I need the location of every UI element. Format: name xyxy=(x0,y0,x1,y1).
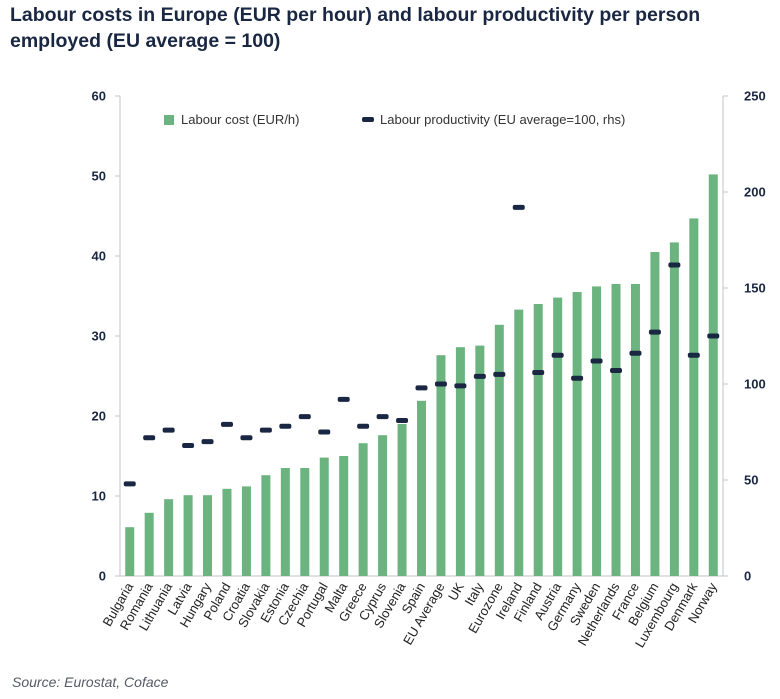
right-tick-label: 150 xyxy=(744,281,766,296)
marker-cyprus xyxy=(376,414,389,420)
bar-cyprus xyxy=(378,435,388,576)
marker-uk xyxy=(454,383,467,389)
bar-germany xyxy=(572,292,582,576)
bar-estonia xyxy=(280,468,290,576)
right-tick-label: 0 xyxy=(744,569,751,584)
marker-luxembourg xyxy=(668,262,681,268)
bar-latvia xyxy=(183,495,193,576)
marker-germany xyxy=(571,375,584,381)
left-tick-label: 60 xyxy=(92,89,106,104)
marker-sweden xyxy=(590,358,603,364)
bar-austria xyxy=(553,297,563,576)
bar-uk xyxy=(455,347,465,576)
bar-portugal xyxy=(319,457,329,576)
category-labels: BulgariaRomaniaLithuaniaLatviaHungaryPol… xyxy=(99,579,720,650)
bar-ireland xyxy=(514,309,524,576)
bar-france xyxy=(630,284,640,576)
legend-swatch-marker xyxy=(362,117,374,122)
marker-slovenia xyxy=(396,417,409,423)
axes: 0 10 20 30 40 50 60 0 50 100 150 200 250 xyxy=(92,89,766,584)
legend-label-labour-cost: Labour cost (EUR/h) xyxy=(181,112,300,127)
marker-series xyxy=(123,204,720,487)
bar-malta xyxy=(339,456,349,576)
bar-belgium xyxy=(650,252,660,576)
bar-poland xyxy=(222,488,232,576)
bar-norway xyxy=(708,174,718,576)
bar-denmark xyxy=(689,218,699,576)
marker-slovakia xyxy=(259,427,272,433)
marker-eurozone xyxy=(493,371,506,377)
marker-eu-average xyxy=(434,381,447,387)
bar-luxembourg xyxy=(669,242,679,576)
bar-hungary xyxy=(203,495,213,576)
marker-austria xyxy=(551,352,564,358)
right-tick-label: 50 xyxy=(744,473,758,488)
marker-romania xyxy=(143,435,156,441)
bar-slovakia xyxy=(261,475,271,576)
marker-bulgaria xyxy=(123,481,136,487)
marker-denmark xyxy=(687,352,700,358)
marker-norway xyxy=(707,333,720,339)
marker-italy xyxy=(473,373,486,379)
bar-greece xyxy=(358,443,368,576)
bar-croatia xyxy=(241,486,251,576)
marker-latvia xyxy=(182,442,195,448)
right-tick-label: 100 xyxy=(744,377,766,392)
chart-title: Labour costs in Europe (EUR per hour) an… xyxy=(10,4,701,52)
legend-swatch-bar xyxy=(164,115,174,125)
marker-ireland xyxy=(512,204,525,210)
bar-series xyxy=(125,174,718,576)
bar-lithuania xyxy=(164,499,174,576)
marker-croatia xyxy=(240,435,253,441)
bar-sweden xyxy=(592,286,602,576)
bar-netherlands xyxy=(611,284,621,576)
bar-italy xyxy=(475,345,485,576)
marker-poland xyxy=(220,421,233,427)
marker-malta xyxy=(337,396,350,402)
marker-hungary xyxy=(201,439,214,445)
marker-france xyxy=(629,350,642,356)
marker-belgium xyxy=(648,329,661,335)
left-tick-label: 20 xyxy=(92,409,106,424)
marker-netherlands xyxy=(610,368,623,374)
source-note: Source: Eurostat, Coface xyxy=(12,674,169,690)
bar-eu-average xyxy=(436,355,446,576)
bar-spain xyxy=(417,400,426,576)
marker-estonia xyxy=(279,423,292,429)
bar-romania xyxy=(144,512,154,576)
marker-lithuania xyxy=(162,427,175,433)
legend: Labour cost (EUR/h) Labour productivity … xyxy=(164,112,625,127)
marker-czechia xyxy=(298,414,311,420)
marker-portugal xyxy=(318,429,331,435)
left-tick-label: 0 xyxy=(99,569,106,584)
left-tick-label: 50 xyxy=(92,169,106,184)
bar-finland xyxy=(533,304,543,576)
bar-bulgaria xyxy=(125,527,135,576)
right-tick-label: 250 xyxy=(744,89,766,104)
marker-spain xyxy=(415,385,428,391)
legend-label-productivity: Labour productivity (EU average=100, rhs… xyxy=(380,112,625,127)
bar-czechia xyxy=(300,468,310,576)
bar-slovenia xyxy=(397,424,407,576)
marker-greece xyxy=(357,423,370,429)
marker-finland xyxy=(532,369,545,375)
right-tick-label: 200 xyxy=(744,185,766,200)
left-tick-label: 40 xyxy=(92,249,106,264)
left-tick-label: 30 xyxy=(92,329,106,344)
bar-eurozone xyxy=(494,324,504,576)
left-tick-label: 10 xyxy=(92,489,106,504)
